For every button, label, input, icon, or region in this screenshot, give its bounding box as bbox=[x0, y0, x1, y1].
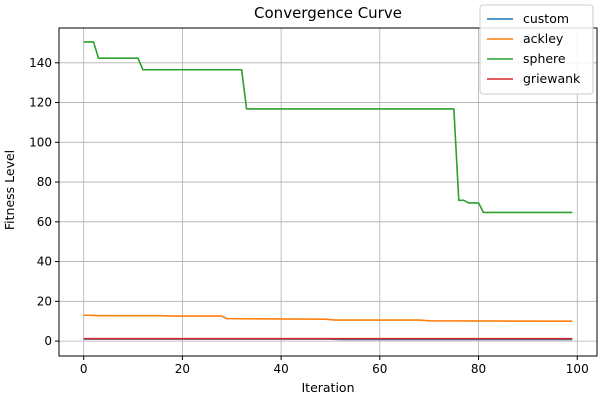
y-tick-label: 140 bbox=[29, 56, 52, 70]
y-axis-ticks: 0 20 40 60 80 100 120 140 bbox=[29, 56, 59, 348]
legend-label-ackley: ackley bbox=[523, 31, 564, 46]
plot-frame bbox=[58, 27, 598, 357]
y-tick-label: 20 bbox=[37, 294, 52, 308]
chart-title: Convergence Curve bbox=[254, 4, 402, 22]
x-tick-label: 0 bbox=[80, 362, 88, 376]
series-line-ackley bbox=[83, 314, 573, 323]
y-tick-label: 40 bbox=[37, 255, 52, 269]
legend: custom ackley sphere griewank bbox=[479, 4, 594, 95]
y-tick-label: 0 bbox=[44, 334, 52, 348]
x-axis-label: Iteration bbox=[301, 380, 354, 395]
series-layer bbox=[83, 41, 573, 341]
y-tick-label: 80 bbox=[37, 175, 52, 189]
y-tick-label: 100 bbox=[29, 135, 52, 149]
y-axis-label: Fitness Level bbox=[2, 150, 17, 230]
y-tick-label: 60 bbox=[37, 215, 52, 229]
y-tick-label: 120 bbox=[29, 96, 52, 110]
x-axis-ticks: 0 20 40 60 80 100 bbox=[80, 356, 589, 376]
legend-label-custom: custom bbox=[523, 11, 569, 26]
x-tick-label: 80 bbox=[471, 362, 486, 376]
series-line-sphere bbox=[83, 41, 573, 214]
x-tick-label: 60 bbox=[372, 362, 387, 376]
x-tick-label: 20 bbox=[175, 362, 190, 376]
legend-label-griewank: griewank bbox=[523, 71, 581, 86]
legend-box bbox=[479, 4, 594, 95]
x-tick-label: 100 bbox=[566, 362, 589, 376]
x-tick-label: 40 bbox=[273, 362, 288, 376]
legend-label-sphere: sphere bbox=[523, 51, 566, 66]
